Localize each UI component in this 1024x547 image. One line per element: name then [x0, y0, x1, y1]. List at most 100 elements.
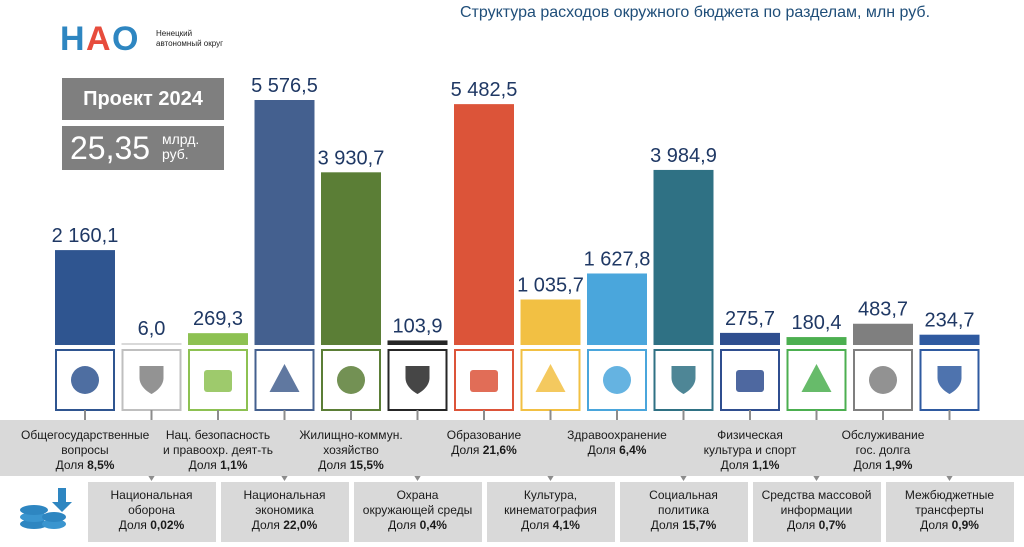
- value-label-3: 269,3: [193, 308, 243, 330]
- eagle-emblem-icon: [55, 349, 115, 411]
- bar-4: [254, 100, 315, 345]
- logo-text-line-2: автономный округ: [156, 39, 223, 48]
- label-line: Обслуживание: [841, 428, 925, 442]
- top-label-1: Общегосударственные вопросы Доля 8,5%: [21, 422, 149, 476]
- top-label-13: Обслуживание гос. долга Доля 1,9%: [819, 422, 947, 476]
- water-tap-icon: [321, 349, 381, 411]
- bottom-label-14: Межбюджетные трансферты Доля 0,9%: [885, 482, 1014, 542]
- value-label-11: 275,7: [725, 308, 775, 330]
- bottom-label-12: Средства массовой информации Доля 0,7%: [752, 482, 881, 542]
- leaf-icon: [387, 349, 448, 411]
- bar-9: [587, 273, 647, 345]
- label-line: Межбюджетные: [904, 488, 995, 502]
- value-label-13: 483,7: [858, 299, 908, 321]
- label-line: Физическая: [717, 428, 783, 442]
- value-label-1: 2 160,1: [52, 225, 119, 247]
- label-line: окружающей среды: [362, 503, 473, 517]
- share-value: Доля 0,02%: [118, 518, 185, 532]
- bar-10: [653, 169, 714, 345]
- label-line: Средства массовой: [761, 488, 872, 502]
- sport-podium-icon: [720, 349, 780, 411]
- shield-icon: [121, 349, 182, 411]
- value-label-10: 3 984,9: [650, 145, 717, 167]
- share-value: Доля 1,1%: [188, 458, 248, 472]
- share-value: Доля 6,4%: [587, 443, 647, 457]
- top-label-11: Физическая культура и спорт Доля 1,1%: [686, 422, 814, 476]
- total-box: 25,35 млрд. руб.: [62, 126, 224, 170]
- label-line: кинематография: [504, 503, 597, 517]
- bar-11: [720, 332, 780, 345]
- medical-caduceus-icon: [587, 349, 647, 411]
- share-value: Доля 8,5%: [55, 458, 115, 472]
- logo-text-line-1: Ненецкий: [156, 29, 192, 38]
- movie-camera-icon: [520, 349, 581, 411]
- value-label-9: 1 627,8: [584, 248, 651, 270]
- label-line: информации: [780, 503, 853, 517]
- bottom-label-10: Социальная политика Доля 15,7%: [619, 482, 748, 542]
- bottom-label-2: Национальная оборона Доля 0,02%: [87, 482, 216, 542]
- top-label-7: Образование Доля 21,6%: [420, 422, 548, 476]
- city-road-icon: [254, 349, 315, 411]
- bar-6: [387, 340, 448, 345]
- bar-8: [520, 299, 581, 345]
- share-value: Доля 0,9%: [920, 518, 979, 532]
- value-label-14: 234,7: [924, 310, 974, 332]
- label-line: культура и спорт: [703, 443, 797, 457]
- value-label-12: 180,4: [791, 312, 841, 334]
- share-value: Доля 4,1%: [521, 518, 580, 532]
- total-value: 25,35: [70, 130, 151, 166]
- bar-14: [919, 334, 980, 345]
- bottom-label-4: Национальная экономика Доля 22,0%: [220, 482, 349, 542]
- label-line: и правоохр. деят-ть: [162, 443, 274, 457]
- value-label-2: 6,0: [138, 318, 166, 340]
- value-label-5: 3 930,7: [318, 147, 385, 169]
- svg-text:О: О: [112, 20, 138, 58]
- bar-7: [454, 104, 514, 346]
- top-label-3: Нац. безопасность и правоохр. деят-ть Доля…: [154, 422, 282, 476]
- label-line: политика: [658, 503, 709, 517]
- share-value: Доля 15,7%: [650, 518, 717, 532]
- svg-text:Н: Н: [60, 20, 85, 58]
- bar-3: [188, 333, 248, 345]
- top-label-band: [0, 420, 1024, 476]
- top-label-5: Жилищно-коммун. хозяйство Доля 15,5%: [287, 422, 415, 476]
- bar-13: [853, 323, 913, 345]
- label-line: Культура,: [523, 488, 578, 502]
- label-line: вопросы: [61, 443, 109, 457]
- share-value: Доля 0,4%: [388, 518, 447, 532]
- share-value: Доля 22,0%: [251, 518, 318, 532]
- bottom-label-6: Охрана окружающей среды Доля 0,4%: [353, 482, 482, 542]
- bar-1: [55, 250, 115, 345]
- share-value: Доля 0,7%: [787, 518, 846, 532]
- label-line: трансферты: [915, 503, 984, 517]
- share-value: Доля 15,5%: [318, 458, 384, 472]
- label-line: Национальная: [243, 488, 326, 502]
- coins-icon: [14, 486, 74, 537]
- share-value: Доля 1,1%: [720, 458, 780, 472]
- megaphone-icon: [786, 349, 847, 411]
- bar-12: [786, 337, 847, 345]
- bar-2: [121, 343, 182, 345]
- nao-logo: Н А О Ненецкий автономный округ: [60, 10, 235, 60]
- svg-text:А: А: [86, 20, 111, 58]
- label-line: Образование: [446, 428, 522, 442]
- label-line: хозяйство: [323, 443, 379, 457]
- label-line: Общегосударственные: [21, 428, 150, 442]
- bottom-label-8: Культура, кинематография Доля 4,1%: [486, 482, 615, 542]
- label-line: Нац. безопасность: [165, 428, 271, 442]
- top-label-9: Здравоохранение Доля 6,4%: [553, 422, 681, 476]
- value-label-6: 103,9: [392, 315, 442, 337]
- project-label: Проект 2024: [62, 78, 224, 120]
- label-line: экономика: [255, 503, 314, 517]
- family-icon: [653, 349, 714, 411]
- share-value: Доля 21,6%: [451, 443, 517, 457]
- label-line: Национальная: [110, 488, 193, 502]
- bar-5: [321, 172, 381, 345]
- label-line: оборона: [128, 503, 175, 517]
- student-desk-icon: [454, 349, 514, 411]
- value-label-7: 5 482,5: [451, 79, 518, 101]
- value-label-8: 1 035,7: [517, 274, 584, 296]
- label-line: Здравоохранение: [567, 428, 667, 442]
- share-value: Доля 1,9%: [853, 458, 913, 472]
